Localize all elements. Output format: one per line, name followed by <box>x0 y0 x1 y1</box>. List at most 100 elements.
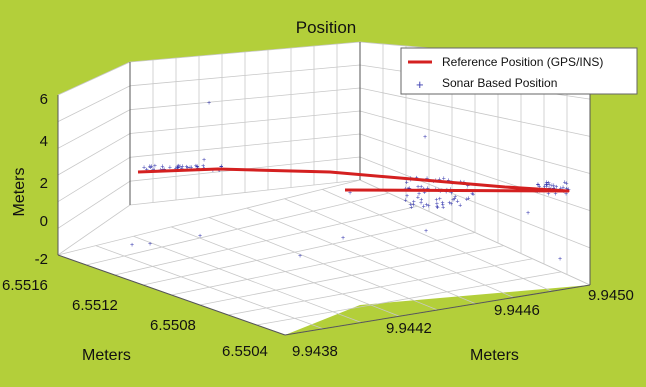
sonar-point: + <box>175 165 179 172</box>
sonar-point: + <box>151 166 155 173</box>
sonar-point: + <box>176 165 180 172</box>
sonar-point: + <box>449 190 453 197</box>
sonar-point: + <box>435 201 439 208</box>
grid-line <box>228 258 533 316</box>
x-tick-label: 9.9446 <box>494 302 540 319</box>
sonar-point: + <box>441 205 445 212</box>
legend-entry-sonar: Sonar Based Position <box>442 76 557 90</box>
sonar-point: + <box>547 182 551 189</box>
sonar-point: + <box>550 182 554 189</box>
chart-title: Position <box>296 18 356 37</box>
z-tick-label: 0 <box>40 213 48 230</box>
sonar-point: + <box>180 164 184 171</box>
sonar-point: + <box>419 200 423 207</box>
sonar-point: + <box>561 184 565 191</box>
sonar-point: + <box>423 134 427 141</box>
grid-line <box>359 133 591 212</box>
sonar-point: + <box>201 163 205 170</box>
sonar-point: + <box>195 163 199 170</box>
grid-line <box>129 110 361 134</box>
sonar-point: + <box>554 191 558 198</box>
sonar-point: + <box>405 193 409 200</box>
sonar-point: + <box>150 164 154 171</box>
sonar-point: + <box>458 202 462 209</box>
sonar-point: + <box>558 256 562 263</box>
sonar-point: + <box>409 205 413 212</box>
sonar-point: + <box>545 182 549 189</box>
sonar-point: + <box>563 180 567 187</box>
grid-line <box>114 205 418 276</box>
sonar-point: + <box>466 195 470 202</box>
sonar-point: + <box>470 190 474 197</box>
sonar-point: + <box>449 201 453 208</box>
sonar-point: + <box>207 100 211 107</box>
sonar-point: + <box>218 167 222 174</box>
sonar-point: + <box>168 164 172 171</box>
sonar-point: + <box>545 183 549 190</box>
sonar-point: + <box>419 184 423 191</box>
sonar-point: + <box>441 200 445 207</box>
sonar-point: + <box>536 182 540 189</box>
axis-edge <box>284 284 591 336</box>
grid-line <box>57 109 131 149</box>
sonar-point: + <box>174 165 178 172</box>
sonar-point: + <box>444 189 448 196</box>
grid-line <box>57 133 131 176</box>
legend-marker-swatch: + <box>416 77 424 92</box>
sonar-point: + <box>180 165 184 172</box>
axis-edge <box>57 254 286 336</box>
grid-line <box>57 204 131 256</box>
grid-line <box>57 85 131 123</box>
grid-line <box>57 61 131 96</box>
sonar-point: + <box>195 164 199 171</box>
grid-line <box>199 245 504 306</box>
sonar-point: + <box>419 197 423 204</box>
sonar-point: + <box>424 228 428 235</box>
x-axis-label: Meters <box>470 347 519 364</box>
grid-line <box>359 87 591 137</box>
sonar-point: + <box>405 180 409 187</box>
sonar-point: + <box>465 197 469 204</box>
sonar-point: + <box>543 184 547 191</box>
sonar-point: + <box>178 164 182 171</box>
z-tick-label: 4 <box>40 133 48 150</box>
sonar-point: + <box>153 163 157 170</box>
sonar-point: + <box>148 164 152 171</box>
sonar-point: + <box>184 164 188 171</box>
x-tick-label: 9.9450 <box>588 287 634 304</box>
sonar-point: + <box>194 163 198 170</box>
axes-box <box>57 42 591 336</box>
sonar-point: + <box>546 191 550 198</box>
sonar-point: + <box>408 201 412 208</box>
grid-line <box>86 192 389 266</box>
sonar-point: + <box>554 184 558 191</box>
sonar-point: + <box>471 192 475 199</box>
grid-line <box>129 87 361 111</box>
sonar-point: + <box>160 164 164 171</box>
grid-line <box>129 41 361 63</box>
sonar-point: + <box>422 204 426 211</box>
sonar-point: + <box>453 194 457 201</box>
sonar-point: + <box>451 197 455 204</box>
grid-line <box>256 271 562 326</box>
sonar-point: + <box>438 196 442 203</box>
sonar-point: + <box>442 176 446 183</box>
sonar-point: + <box>219 163 223 170</box>
sonar-point: + <box>176 163 180 170</box>
sonar-point: + <box>552 183 556 190</box>
grid-line <box>143 218 447 286</box>
x-tick-labels: 9.9438 9.9442 9.9446 9.9450 <box>292 287 634 360</box>
sonar-point: + <box>198 233 202 240</box>
legend-entry-reference: Reference Position (GPS/INS) <box>442 55 603 69</box>
sonar-point: + <box>435 204 439 211</box>
grid-line <box>57 156 131 203</box>
sonar-point: + <box>189 165 193 172</box>
y-axis-label: Meters <box>82 347 131 364</box>
sonar-point: + <box>544 181 548 188</box>
sonar-point: + <box>559 185 563 192</box>
sonar-point: + <box>455 198 459 205</box>
y-tick-label: 6.5512 <box>72 297 118 314</box>
z-tick-label: 6 <box>40 91 48 108</box>
sonar-point: + <box>423 190 427 197</box>
